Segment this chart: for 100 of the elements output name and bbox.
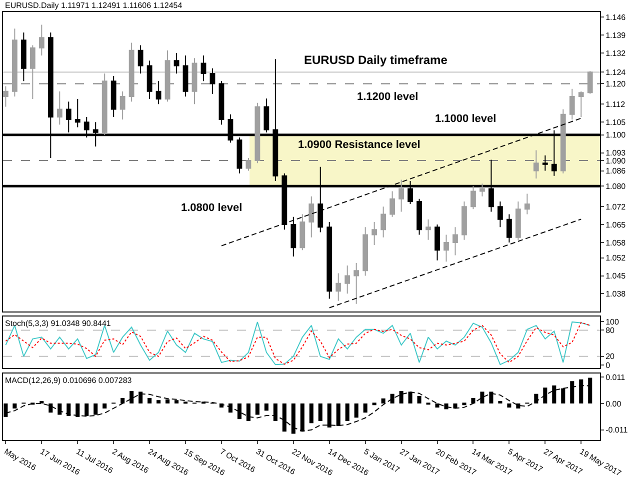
band-label: 1.0900 Resistance level	[298, 139, 420, 151]
y-tick-label: 1.100	[606, 130, 626, 140]
y-tick-label: 1.093	[606, 148, 626, 158]
bar	[120, 398, 125, 404]
candlestick	[146, 60, 152, 100]
bar	[174, 400, 179, 404]
bar	[444, 403, 448, 410]
bar	[462, 402, 466, 406]
bar	[363, 403, 368, 413]
y-tick-label: 1.090	[606, 156, 626, 166]
candlestick	[192, 58, 198, 105]
bar	[76, 403, 80, 417]
y-tick-label: -0.011	[606, 426, 628, 435]
y-tick-label: 1.086	[606, 166, 626, 176]
bar	[156, 400, 161, 404]
bar	[435, 403, 440, 408]
candlestick	[20, 32, 26, 82]
y-tick-label: 1.120	[606, 80, 626, 88]
bar	[130, 390, 134, 404]
bar	[372, 402, 376, 406]
chart-title: Stoch(5,3,3) 91.0348 90.8441	[5, 319, 112, 328]
candlestick	[344, 265, 350, 294]
bar	[148, 398, 152, 404]
y-tick-label: 0.00	[606, 399, 622, 408]
candlestick	[246, 157, 252, 172]
candlestick	[362, 226, 368, 276]
ref-line-label: 1.1200 level	[357, 91, 418, 103]
candlestick	[398, 179, 404, 212]
candlestick	[390, 190, 396, 218]
candlestick	[560, 108, 566, 174]
bar	[84, 403, 89, 416]
bar	[246, 403, 250, 422]
candlestick	[569, 88, 575, 120]
bar	[318, 403, 322, 422]
bar	[66, 403, 71, 416]
candlestick	[110, 76, 116, 118]
y-tick-label: 1.052	[606, 254, 626, 263]
bar	[543, 388, 548, 404]
candlestick	[470, 186, 476, 210]
bar	[237, 403, 242, 420]
candlestick	[515, 200, 521, 240]
candlestick	[30, 44, 36, 100]
candlestick	[498, 200, 503, 228]
bar	[138, 392, 143, 404]
candlestick	[138, 44, 144, 74]
y-tick-label: 80	[606, 326, 616, 336]
y-tick-label: 0.011	[606, 372, 626, 382]
y-tick-label: 1.045	[606, 272, 626, 281]
candlestick	[380, 206, 386, 238]
bar	[480, 392, 484, 404]
y-tick-label: 1.080	[606, 182, 626, 191]
candlestick	[336, 272, 342, 302]
candlestick	[174, 52, 180, 74]
candlestick	[308, 196, 314, 238]
y-tick-label: 0	[606, 360, 611, 370]
y-tick-label: 100	[606, 317, 620, 326]
ref-line-label: 1.0800 level	[181, 202, 242, 214]
candlestick	[533, 150, 539, 179]
candlestick	[326, 221, 332, 300]
candlestick	[506, 214, 512, 243]
y-tick-label: 1.112	[606, 100, 626, 109]
candlestick	[434, 224, 440, 261]
y-tick-label: 1.139	[606, 30, 626, 40]
bar	[489, 392, 494, 404]
ref-line-label: 1.1000 level	[435, 113, 496, 125]
y-tick-label: 1.124	[606, 68, 626, 77]
candlestick	[120, 90, 126, 120]
bar	[255, 403, 260, 415]
bar	[273, 403, 278, 422]
bar	[516, 403, 520, 409]
candlestick	[210, 68, 216, 94]
candlestick	[156, 80, 162, 105]
y-tick-label: 1.105	[606, 118, 626, 127]
candlestick	[372, 221, 378, 246]
y-tick-label: 1.146	[606, 12, 626, 22]
candlestick	[587, 70, 593, 94]
candlestick	[218, 80, 224, 126]
candlestick	[444, 234, 449, 262]
bar	[309, 403, 314, 424]
y-tick-label: 1.058	[606, 238, 626, 248]
bar	[102, 403, 107, 409]
candlestick	[38, 24, 44, 56]
bar	[390, 394, 394, 404]
candlestick	[300, 214, 306, 251]
y-tick-label: 1.038	[606, 289, 626, 298]
y-tick-label: 20	[606, 352, 616, 362]
bar	[327, 403, 332, 428]
candlestick	[102, 72, 108, 136]
candlestick	[3, 86, 8, 108]
bar	[336, 403, 340, 426]
chart-title: MACD(12,26,9) 0.010696 0.007283	[5, 376, 132, 385]
bar	[399, 390, 404, 404]
bar	[417, 396, 422, 404]
candlestick	[426, 218, 431, 240]
candlestick	[254, 102, 260, 164]
x-tick-label: May 2016	[2, 447, 38, 473]
candlestick	[74, 98, 80, 128]
chart-title: EURUSD.Daily 1.11971 1.12491 1.11606 1.12454	[5, 1, 183, 10]
candlestick	[542, 154, 548, 172]
annotation: EURUSD Daily timeframe	[304, 53, 448, 67]
